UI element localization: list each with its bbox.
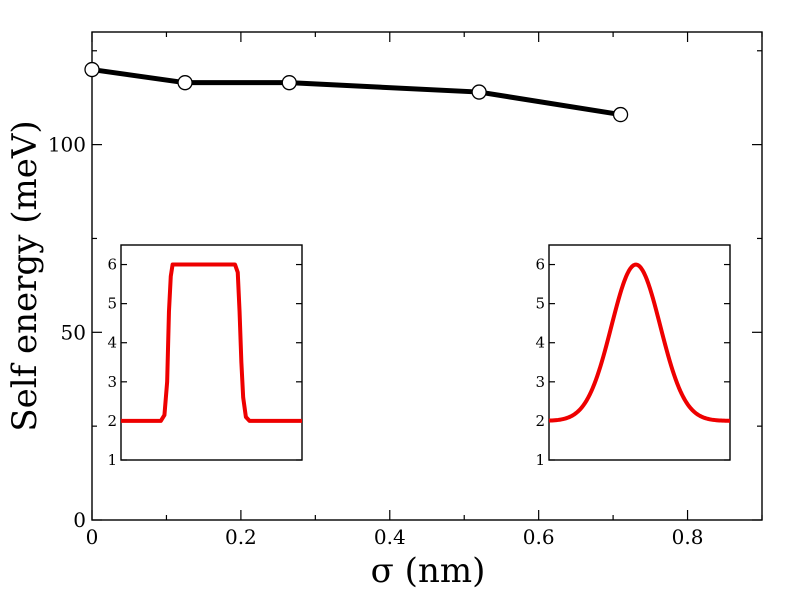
inset-y-tick-label: 6 [535,256,545,274]
inset-y-tick-label: 3 [535,373,545,391]
inset-y-tick-label: 3 [107,373,117,391]
data-point [84,61,100,78]
inset-y-tick-label: 5 [107,295,117,313]
inset-series-line [548,262,731,423]
inset-y-tick-label: 4 [107,334,117,352]
x-tick-label: 0.4 [374,525,406,549]
inset-y-tick-label: 6 [107,256,117,274]
y-tick-label: 100 [48,133,86,157]
inset-gaussian-frame [548,244,731,461]
inset-step-frame [120,244,303,461]
inset-series-line [121,262,302,423]
inset-y-tick-label: 4 [535,334,545,352]
inset-y-tick-label: 2 [107,412,117,430]
inset-gaussian-profile: 1 2 3 4 5 6 [535,244,731,469]
y-axis-title: Self energy (meV) [5,120,45,431]
y-tick-label: 0 [73,508,86,532]
main-plot-frame [91,31,763,521]
data-point [471,84,487,100]
data-point [177,75,193,91]
x-tick-label: 0.2 [225,525,257,549]
inset-y-tick-label: 2 [535,412,545,430]
x-tick-label: 0 [86,525,99,549]
data-point [281,75,297,91]
inset-step-profile: 1 2 3 4 5 6 [107,244,303,469]
x-tick-label: 0.6 [523,525,555,549]
data-point [612,106,629,123]
y-tick-label: 50 [61,320,86,344]
inset-y-tick-label: 1 [535,451,545,469]
x-axis-title: σ (nm) [371,551,486,591]
inset-y-tick-label: 1 [107,451,117,469]
x-tick-label: 0.8 [672,525,704,549]
inset-y-tick-label: 5 [535,295,545,313]
